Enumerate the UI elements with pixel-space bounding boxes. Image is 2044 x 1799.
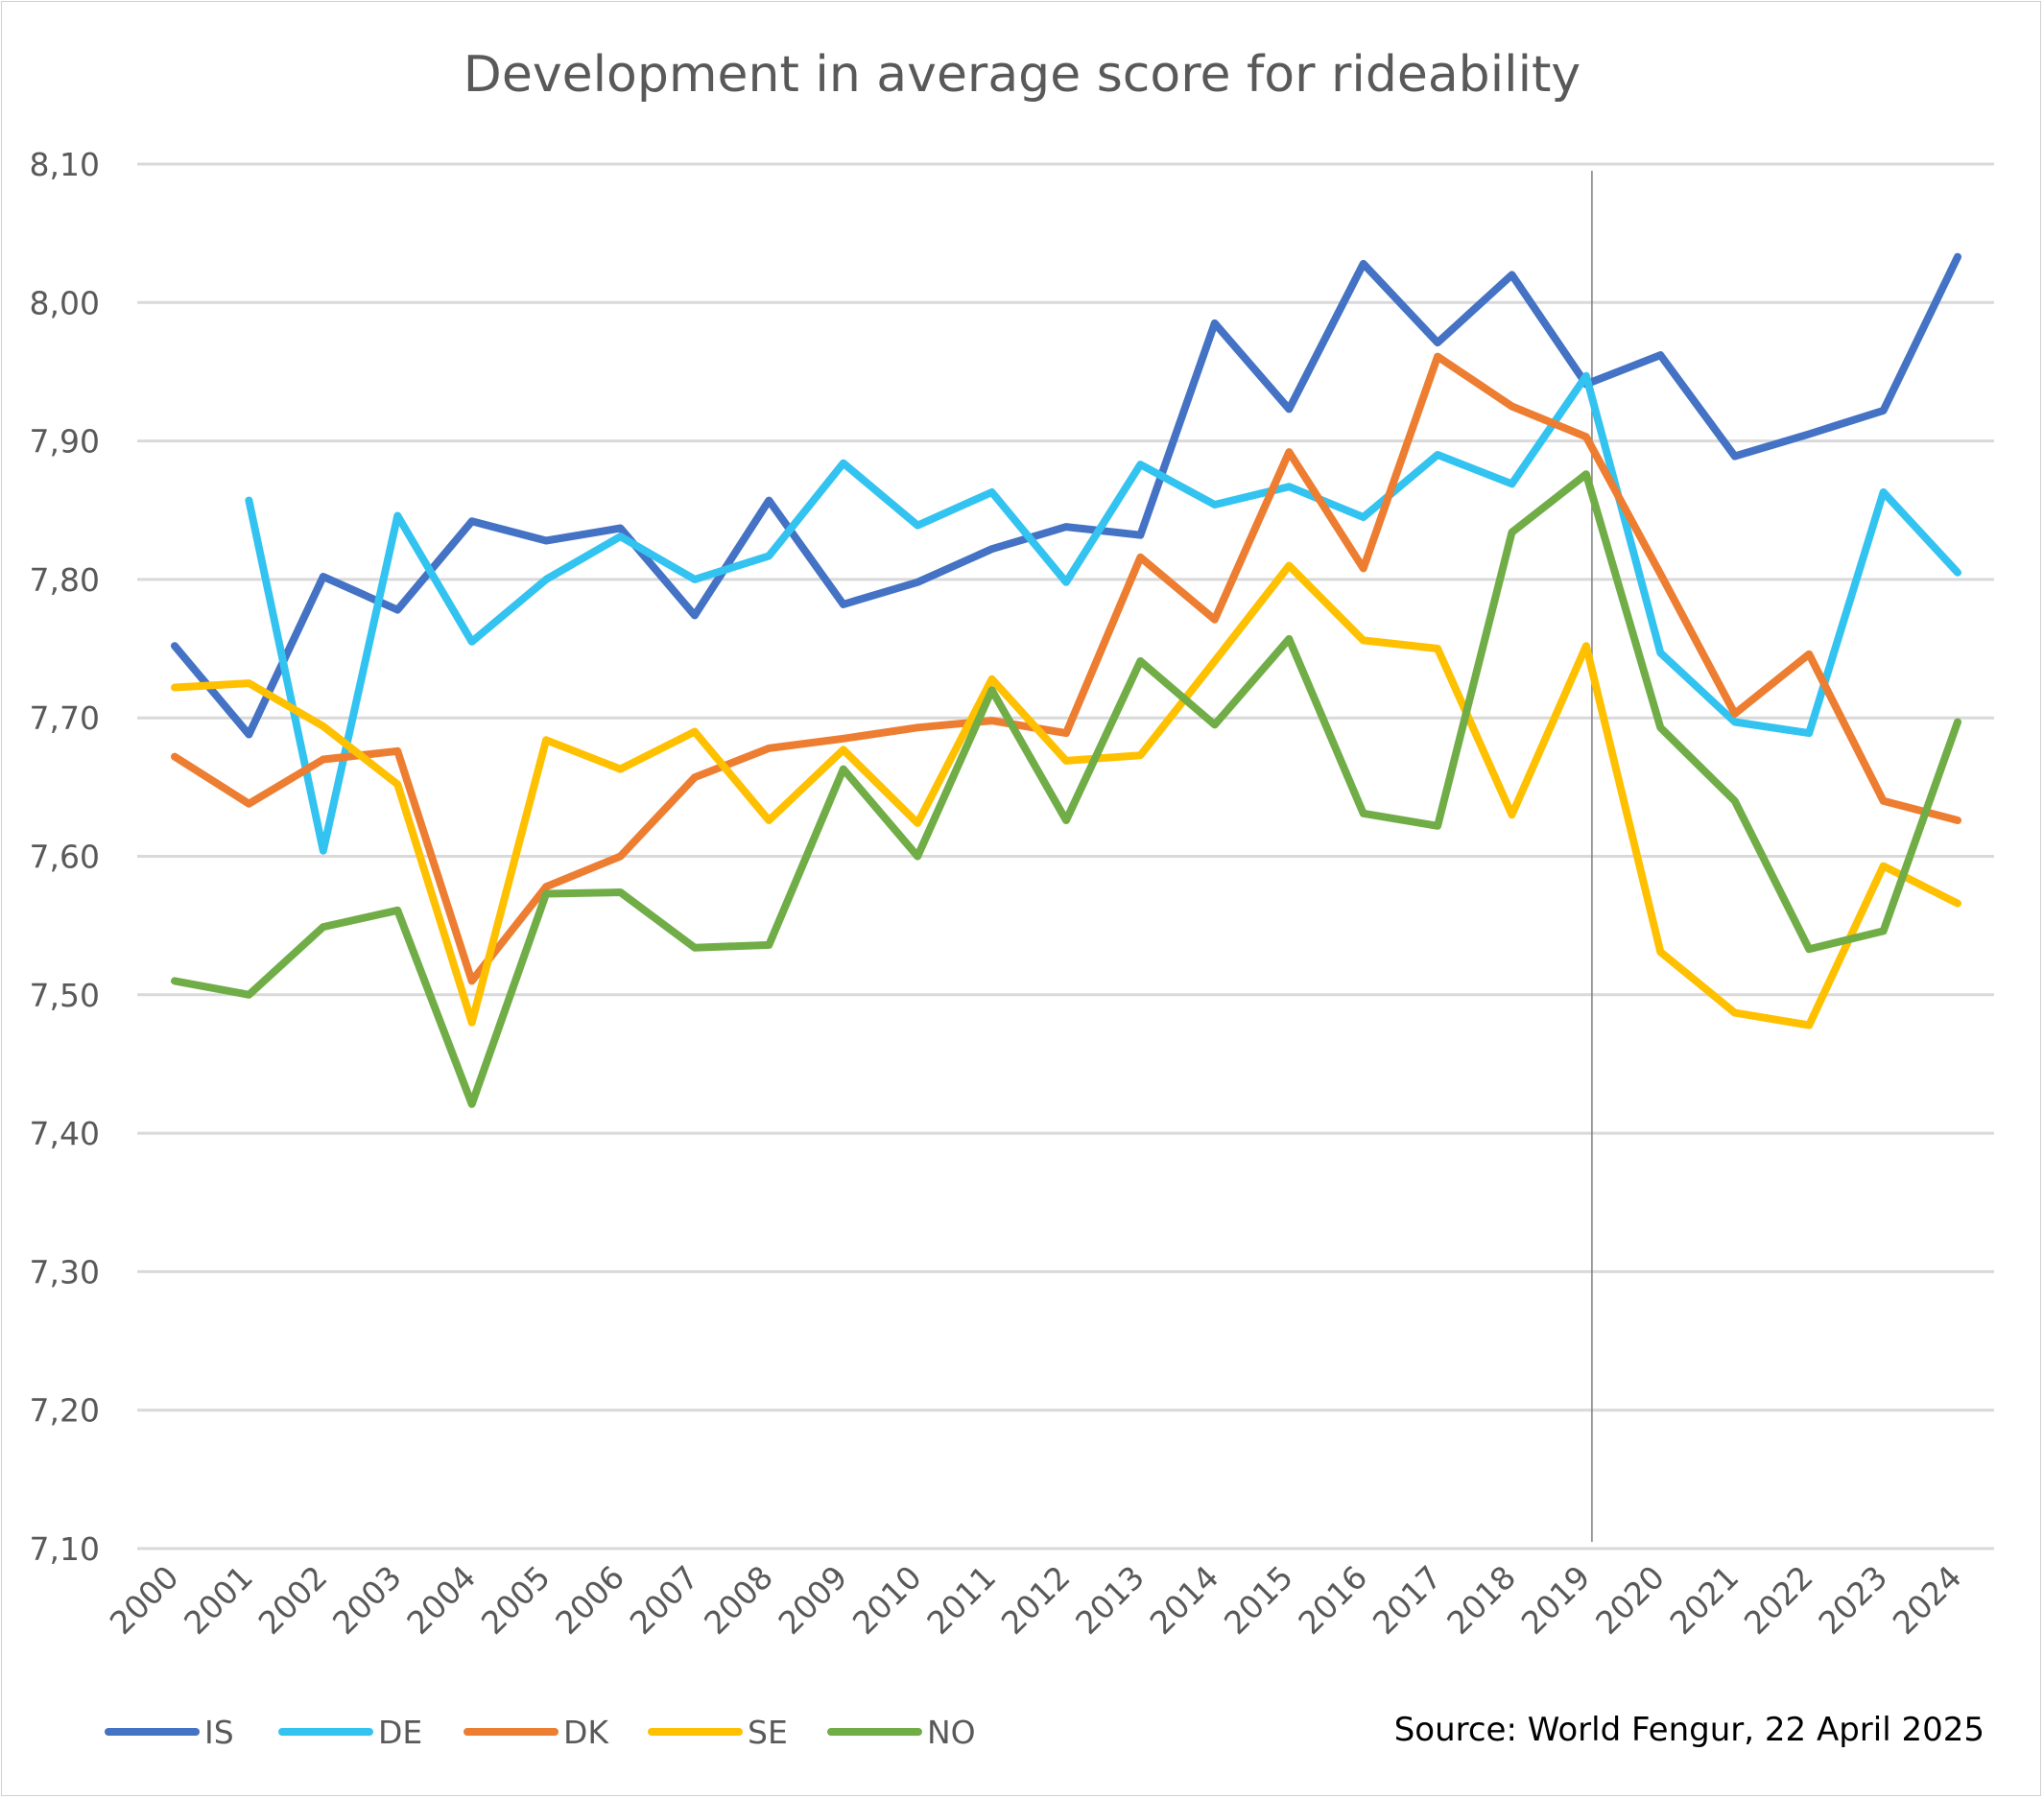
x-tick-label: 2023 xyxy=(1811,1558,1894,1642)
x-tick-label: 2007 xyxy=(623,1558,706,1642)
x-tick-label: 2017 xyxy=(1366,1558,1449,1642)
x-tick-label: 2018 xyxy=(1439,1558,1523,1642)
x-tick-label: 2020 xyxy=(1588,1558,1672,1642)
x-tick-label: 2005 xyxy=(474,1558,558,1642)
legend-label-de: DE xyxy=(378,1714,422,1751)
y-tick-label: 7,70 xyxy=(30,699,100,737)
x-tick-label: 2015 xyxy=(1217,1558,1300,1642)
x-tick-label: 2009 xyxy=(771,1558,854,1642)
x-tick-label: 2022 xyxy=(1737,1558,1820,1642)
legend-label-is: IS xyxy=(204,1714,234,1751)
x-tick-label: 2016 xyxy=(1291,1558,1374,1642)
y-axis-ticks: 7,10 7,20 7,30 7,40 7,50 7,60 7,70 7,80 7,90 8,00… xyxy=(30,146,100,1568)
x-tick-label: 2003 xyxy=(325,1558,409,1642)
series-line-de xyxy=(245,371,1961,855)
y-tick-label: 7,80 xyxy=(30,561,100,599)
y-tick-label: 7,60 xyxy=(30,839,100,876)
series-lines xyxy=(171,252,1961,1108)
y-tick-label: 7,90 xyxy=(30,423,100,461)
series-line-dk xyxy=(171,352,1961,985)
x-tick-label: 2004 xyxy=(399,1558,483,1642)
y-tick-label: 8,10 xyxy=(30,146,100,183)
series-line-se xyxy=(171,561,1961,1030)
y-tick-label: 7,40 xyxy=(30,1115,100,1152)
source-note: Source: World Fengur, 22 April 2025 xyxy=(1393,1711,1985,1749)
y-tick-label: 7,20 xyxy=(30,1392,100,1430)
y-tick-label: 7,30 xyxy=(30,1253,100,1290)
series-line-no xyxy=(171,470,1961,1108)
chart-title: Development in average score for rideabi… xyxy=(463,46,1581,104)
x-tick-label: 2024 xyxy=(1886,1558,1969,1642)
legend-label-se: SE xyxy=(748,1714,788,1751)
x-axis-ticks: 2000200120022003200420052006200720082009… xyxy=(103,1558,1969,1642)
legend-label-no: NO xyxy=(927,1714,976,1751)
y-tick-label: 8,00 xyxy=(30,284,100,321)
grid-lines xyxy=(137,162,1994,1550)
x-tick-label: 2002 xyxy=(251,1558,335,1642)
x-tick-label: 2011 xyxy=(919,1558,1003,1642)
x-tick-label: 2019 xyxy=(1514,1558,1598,1642)
y-tick-label: 7,50 xyxy=(30,977,100,1014)
x-tick-label: 2021 xyxy=(1662,1558,1746,1642)
x-tick-label: 2000 xyxy=(103,1558,186,1642)
legend-label-dk: DK xyxy=(563,1714,609,1751)
legend: IS DE DK SE NO xyxy=(105,1714,976,1751)
x-tick-label: 2012 xyxy=(994,1558,1078,1642)
x-tick-label: 2006 xyxy=(548,1558,631,1642)
y-tick-label: 7,10 xyxy=(30,1530,100,1568)
x-tick-label: 2013 xyxy=(1068,1558,1152,1642)
x-tick-label: 2014 xyxy=(1143,1558,1226,1642)
x-tick-label: 2001 xyxy=(177,1558,260,1642)
x-tick-label: 2010 xyxy=(845,1558,929,1642)
x-tick-label: 2008 xyxy=(697,1558,780,1642)
series-line-is xyxy=(171,252,1961,739)
